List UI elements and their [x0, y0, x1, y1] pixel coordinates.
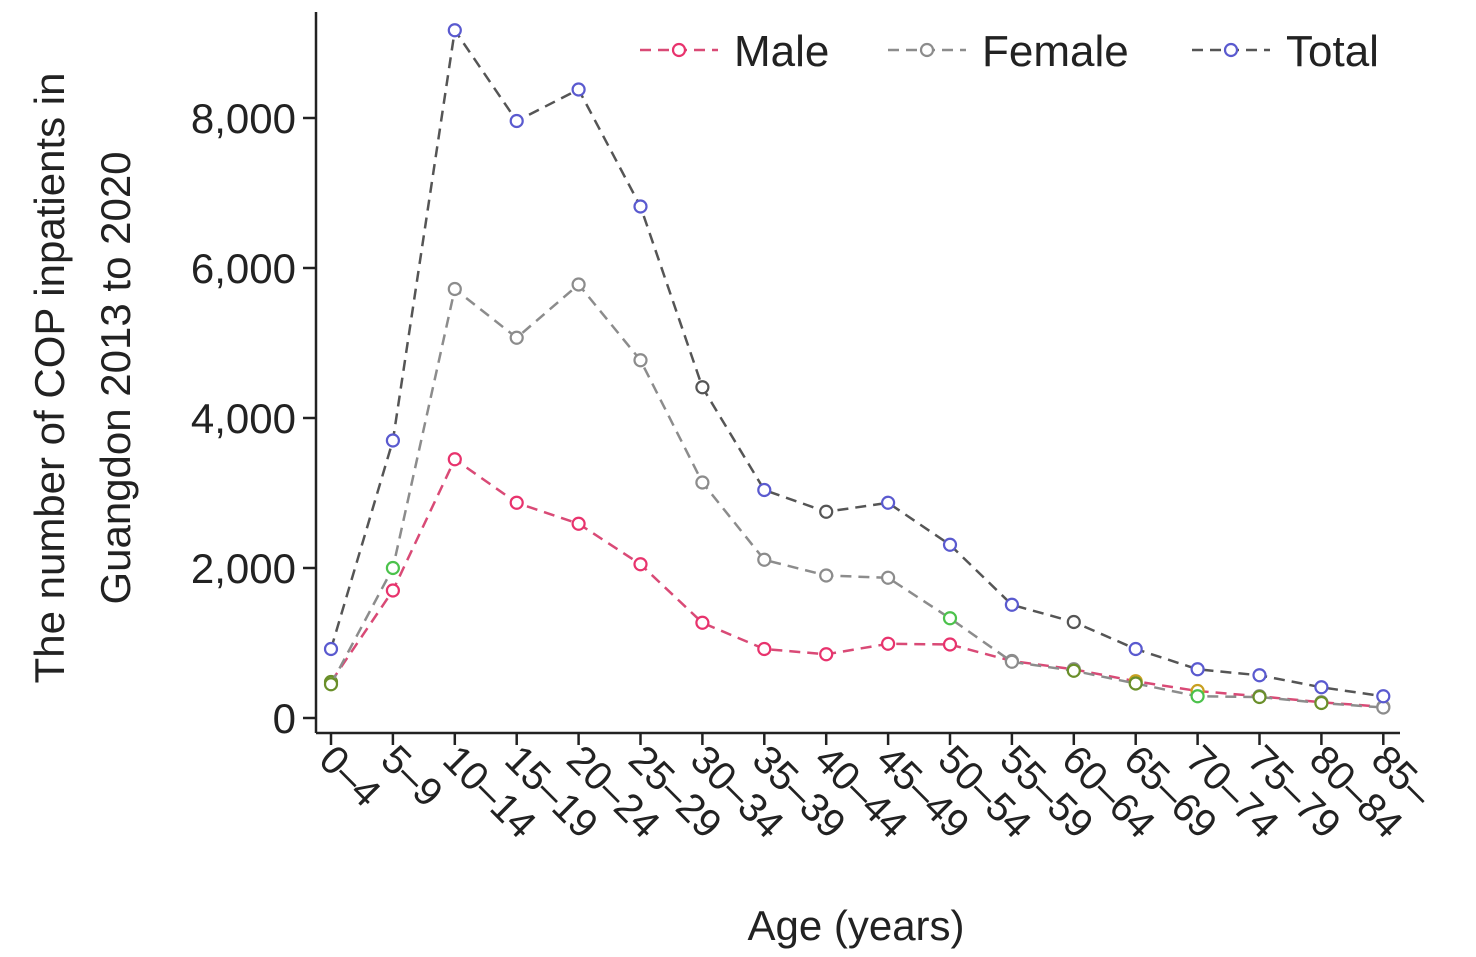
data-point-total — [633, 199, 648, 214]
x-ticks: 0–45–910–1415–1920–2425–2930–3435–3940–4… — [311, 733, 1442, 847]
data-point-female — [1252, 689, 1267, 705]
legend-marker — [671, 42, 687, 58]
data-point-female — [1314, 695, 1329, 711]
data-point-female — [633, 353, 648, 368]
legend-label: Female — [982, 27, 1129, 76]
legend-label: Total — [1286, 27, 1379, 76]
y-axis-label-line1: The number of COP inpatients in — [26, 73, 73, 684]
data-point-total — [1252, 668, 1267, 683]
series-total — [323, 23, 1391, 704]
data-point-female — [1004, 654, 1020, 669]
data-point-male — [880, 636, 896, 651]
series-line-female — [329, 282, 1384, 709]
y-ticks: 0 2,000 4,000 6,000 8,000 — [191, 95, 316, 742]
data-point-total — [385, 433, 400, 448]
data-point-male — [571, 516, 586, 531]
data-point-total — [1376, 689, 1391, 704]
series-female — [323, 277, 1391, 715]
data-point-female — [757, 552, 772, 567]
data-point-male — [942, 637, 958, 652]
data-point-total — [1004, 597, 1020, 612]
data-point-total — [695, 380, 710, 395]
legend-marker — [919, 42, 935, 58]
data-point-total — [880, 495, 896, 510]
series-line-total — [329, 26, 1384, 698]
data-point-total — [571, 82, 586, 97]
data-point-female — [447, 281, 462, 297]
data-point-male — [385, 583, 400, 598]
data-point-total — [1314, 680, 1329, 695]
y-axis-label-line2: Guangdon 2013 to 2020 — [92, 151, 139, 604]
x-tick-label: 0–4 — [311, 737, 389, 815]
data-point-male — [695, 615, 710, 630]
series-layer — [323, 23, 1391, 715]
legend-label: Male — [734, 27, 829, 76]
y-axis-label: The number of COP inpatients in Guangdon… — [26, 73, 139, 684]
data-point-female — [1128, 676, 1143, 691]
legend: Male Female Total — [640, 27, 1379, 76]
data-point-total — [1128, 641, 1143, 657]
axes — [314, 12, 1400, 735]
x-tick-label: 5–9 — [373, 737, 451, 815]
data-point-female — [1066, 663, 1081, 678]
data-point-female — [509, 330, 524, 345]
data-point-total — [942, 537, 958, 552]
legend-item-male: Male — [640, 27, 829, 76]
data-point-male — [757, 641, 772, 657]
data-point-female — [385, 560, 400, 576]
y-tick-label: 2,000 — [191, 545, 296, 592]
data-point-female — [695, 475, 710, 490]
data-point-female — [942, 611, 958, 626]
series-male — [323, 452, 1391, 714]
y-tick-label: 4,000 — [191, 395, 296, 442]
data-point-female — [819, 568, 834, 583]
data-point-total — [757, 482, 772, 498]
data-point-total — [323, 641, 339, 657]
data-point-male — [819, 647, 834, 662]
series-line-male — [329, 457, 1384, 709]
data-point-total — [819, 504, 834, 519]
y-tick-label: 6,000 — [191, 245, 296, 292]
data-point-male — [633, 557, 648, 572]
data-point-male — [509, 495, 524, 510]
data-point-female — [571, 277, 586, 292]
data-point-total — [509, 113, 524, 129]
legend-marker — [1223, 42, 1239, 58]
data-point-female — [1190, 689, 1205, 704]
x-axis-label: Age (years) — [747, 902, 964, 949]
data-point-total — [1190, 662, 1205, 677]
data-point-male — [447, 452, 462, 467]
legend-item-total: Total — [1192, 27, 1379, 76]
data-point-total — [447, 23, 462, 38]
y-tick-label: 8,000 — [191, 95, 296, 142]
data-point-female — [880, 570, 896, 585]
y-tick-label: 0 — [273, 695, 296, 742]
data-point-total — [1066, 614, 1081, 630]
data-point-female — [323, 677, 339, 692]
legend-item-female: Female — [888, 27, 1129, 76]
